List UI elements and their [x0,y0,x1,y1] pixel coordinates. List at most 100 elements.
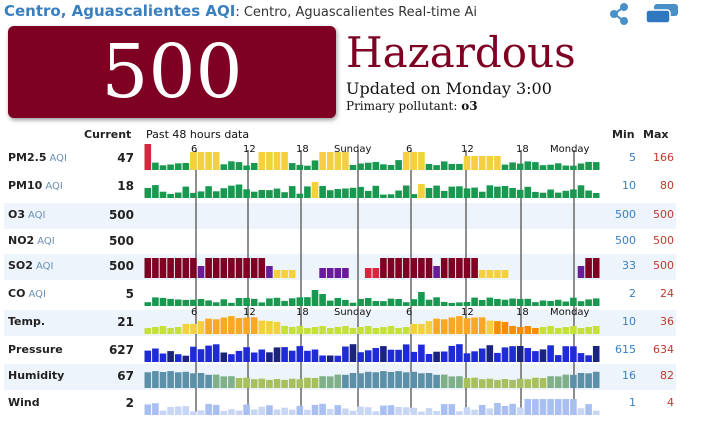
history-bar [205,186,212,198]
history-bar [456,411,463,415]
history-bar [592,298,600,306]
row-max-value: 634 [653,343,674,356]
history-bar [456,344,463,362]
primary-pollutant-value: o3 [461,99,478,113]
history-bar [509,298,516,306]
history-bar [478,300,486,306]
history-bar [357,186,364,198]
history-bar [494,321,501,334]
history-bar [402,372,410,388]
table-row-wind[interactable]: Wind 2 1 4 [4,391,676,417]
table-row-co[interactable]: CO AQI 5 2 24 [4,282,676,308]
history-bar [532,191,539,198]
history-bar [478,348,486,362]
history-bar [494,270,501,278]
history-bar [197,266,205,278]
history-bar [539,378,547,388]
history-bar [273,379,281,388]
history-bar [539,327,547,334]
history-bar [471,377,478,388]
history-bar [577,373,585,388]
history-bar [144,350,152,362]
history-bar [319,268,326,278]
history-bar [174,354,182,362]
history-bar [501,321,509,334]
history-bar [144,328,152,334]
history-bar [463,353,471,362]
history-bar [486,270,494,278]
history-bar [387,405,395,415]
row-max-value: 80 [660,179,674,192]
history-bar [554,192,562,198]
table-row-pm10[interactable]: PM10 AQI 18 10 80 [4,174,676,200]
history-bar [182,163,190,170]
history-bar [380,346,387,362]
history-bar [250,258,258,278]
history-bar [152,327,159,334]
history-bar [395,406,402,415]
time-tick-label: 12 [243,144,256,155]
history-bar [570,189,577,198]
history-bar [494,403,501,415]
history-bar [372,348,380,362]
history-bar [174,299,182,306]
weather-time-tick-label: 18 [296,307,309,318]
history-bar [258,349,266,362]
widget-icon[interactable] [644,2,680,26]
history-bar [364,407,372,415]
history-bar [448,317,456,334]
row-max-value: 500 [653,259,674,272]
history-bar [342,408,349,415]
history-bar [258,152,266,170]
history-bar [585,299,592,306]
history-bar [516,163,524,170]
history-bar [326,268,334,278]
history-bar [570,165,577,170]
table-row-pm25[interactable]: PM2.5 AQI 47 5 166 [4,146,676,172]
history-bar [288,298,296,306]
history-bar [478,191,486,198]
history-bar [402,327,410,334]
history-bar [220,352,228,362]
history-bar [250,379,258,388]
history-bar [212,344,220,362]
history-bar [501,406,509,415]
history-bar [547,399,554,415]
history-bar [144,187,152,198]
table-row-o3[interactable]: O3 AQI 500 500 500 [4,203,676,229]
station-subtitle: : Centro, Aguascalientes Real-time Ai [235,5,477,20]
history-bar [380,194,387,198]
history-bar [592,371,600,388]
history-bar [364,371,372,388]
share-icon[interactable] [604,2,634,26]
history-bar [228,185,235,198]
history-bar [387,372,395,388]
history-bar [524,298,532,306]
history-bar [212,319,220,334]
history-bar [281,347,288,362]
history-bar [319,186,326,198]
history-bar [258,320,266,334]
row-current-value: 21 [117,315,134,329]
table-row-no2[interactable]: NO2 AQI 500 500 500 [4,229,676,255]
table-row-pressure[interactable]: Pressure 627 615 634 [4,338,676,364]
history-bar [547,345,554,362]
city-title[interactable]: Centro, Aguascalientes AQI [4,2,236,20]
weather-time-tick-label: 18 [516,307,529,318]
history-bar [243,165,250,170]
history-bar [395,349,402,362]
history-bar [448,302,456,306]
weather-time-tick-label: 12 [243,307,256,318]
history-bar [311,404,319,415]
history-bar [296,164,304,170]
row-max-value: 166 [653,151,674,164]
row-name: NO2 [8,234,35,247]
history-bar [402,407,410,415]
history-bar [395,328,402,334]
history-bar [250,409,258,415]
history-bar [463,378,471,388]
history-bar [228,409,235,415]
row-max-value: 500 [653,208,674,221]
history-bar [418,323,425,334]
